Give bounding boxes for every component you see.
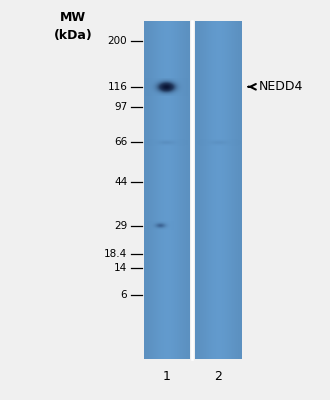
Text: 66: 66: [114, 138, 127, 148]
Text: (kDa): (kDa): [54, 29, 93, 42]
Text: 14: 14: [114, 262, 127, 272]
Text: 200: 200: [108, 36, 127, 46]
Text: 97: 97: [114, 102, 127, 112]
Text: 1: 1: [163, 370, 171, 383]
Text: 2: 2: [214, 370, 222, 383]
Text: 116: 116: [108, 82, 127, 92]
Text: 18.4: 18.4: [104, 249, 127, 259]
Text: 6: 6: [121, 290, 127, 300]
Text: 44: 44: [114, 177, 127, 187]
Text: 29: 29: [114, 221, 127, 231]
Text: MW: MW: [60, 11, 86, 24]
Text: NEDD4: NEDD4: [258, 80, 303, 93]
